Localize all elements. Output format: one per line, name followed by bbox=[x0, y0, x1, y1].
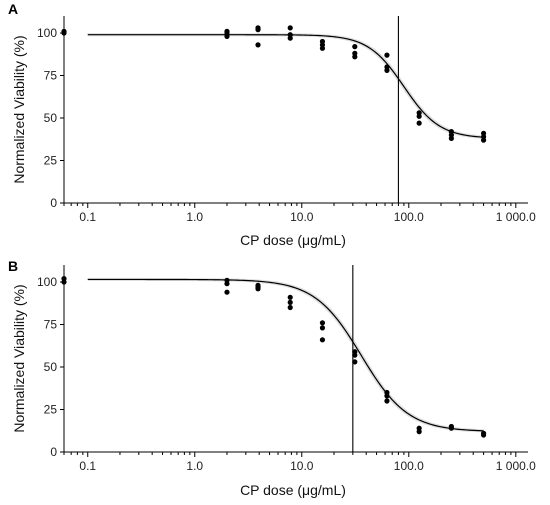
data-point bbox=[224, 289, 230, 295]
x-axis-title: CP dose (μg/mL) bbox=[240, 482, 346, 498]
data-point bbox=[416, 110, 422, 116]
data-point bbox=[61, 28, 67, 34]
data-point bbox=[287, 32, 293, 38]
data-point bbox=[287, 304, 293, 311]
y-tick-label: 50 bbox=[44, 360, 58, 374]
data-point bbox=[448, 129, 454, 135]
data-point bbox=[352, 44, 358, 50]
data-point bbox=[416, 425, 422, 431]
y-tick-label: 75 bbox=[44, 69, 58, 83]
data-point bbox=[352, 50, 358, 57]
y-tick-label: 75 bbox=[44, 318, 58, 332]
data-point bbox=[319, 337, 326, 343]
y-tick-label: 100 bbox=[37, 26, 57, 40]
data-point bbox=[255, 282, 261, 288]
y-tick-label: 0 bbox=[50, 196, 57, 210]
x-tick-label: 0.1 bbox=[79, 210, 96, 224]
panel-b: B 0 25 50 75 100 0.1 1.0 10.0 100.0 1 000.0 CP dose… bbox=[8, 258, 536, 498]
x-axis-title: CP dose (μg/mL) bbox=[240, 232, 346, 248]
fit-curve bbox=[87, 278, 484, 432]
data-point bbox=[287, 299, 293, 305]
data-point bbox=[384, 398, 390, 404]
x-tick-label: 100.0 bbox=[394, 459, 424, 473]
x-tick-label: 10.0 bbox=[290, 459, 314, 473]
x-tick-label: 1 000.0 bbox=[496, 210, 536, 224]
data-point bbox=[480, 130, 487, 136]
data-point bbox=[287, 25, 293, 31]
y-tick-label: 50 bbox=[44, 111, 58, 125]
y-tick-label: 25 bbox=[44, 403, 58, 417]
panel-label: B bbox=[8, 258, 18, 274]
panel-a: A 0 25 50 75 100 0.1 1.0 10.0 100.0 1 000.0 CP dose… bbox=[8, 1, 536, 248]
data-point bbox=[352, 349, 358, 355]
x-tick-label: 1 000.0 bbox=[496, 459, 536, 473]
data-point bbox=[61, 276, 67, 282]
y-axis-title: Normalized Viability (%) bbox=[11, 35, 27, 183]
y-tick-label: 100 bbox=[37, 275, 57, 289]
data-point bbox=[319, 38, 326, 45]
y-tick-label: 25 bbox=[44, 154, 58, 168]
data-point bbox=[416, 120, 422, 126]
data-point bbox=[224, 28, 230, 34]
data-point bbox=[480, 430, 487, 436]
fit-confidence-band bbox=[87, 277, 484, 433]
data-point bbox=[384, 64, 390, 70]
data-point bbox=[319, 325, 326, 331]
data-point bbox=[448, 423, 454, 430]
x-tick-label: 10.0 bbox=[290, 210, 314, 224]
fit-curve bbox=[87, 34, 484, 138]
data-point bbox=[287, 294, 293, 300]
data-point bbox=[384, 389, 390, 396]
x-tick-label: 100.0 bbox=[394, 210, 424, 224]
x-tick-label: 0.1 bbox=[79, 459, 96, 473]
data-point bbox=[352, 359, 358, 365]
data-point bbox=[255, 25, 261, 31]
panel-label: A bbox=[8, 1, 18, 17]
data-point bbox=[224, 277, 230, 283]
x-tick-label: 1.0 bbox=[186, 210, 203, 224]
y-tick-label: 0 bbox=[50, 445, 57, 459]
data-point bbox=[255, 42, 261, 48]
x-tick-label: 1.0 bbox=[186, 459, 203, 473]
y-axis-title: Normalized Viability (%) bbox=[11, 284, 27, 432]
data-point bbox=[319, 320, 326, 326]
data-point bbox=[384, 52, 390, 58]
fit-confidence-band bbox=[87, 33, 484, 139]
